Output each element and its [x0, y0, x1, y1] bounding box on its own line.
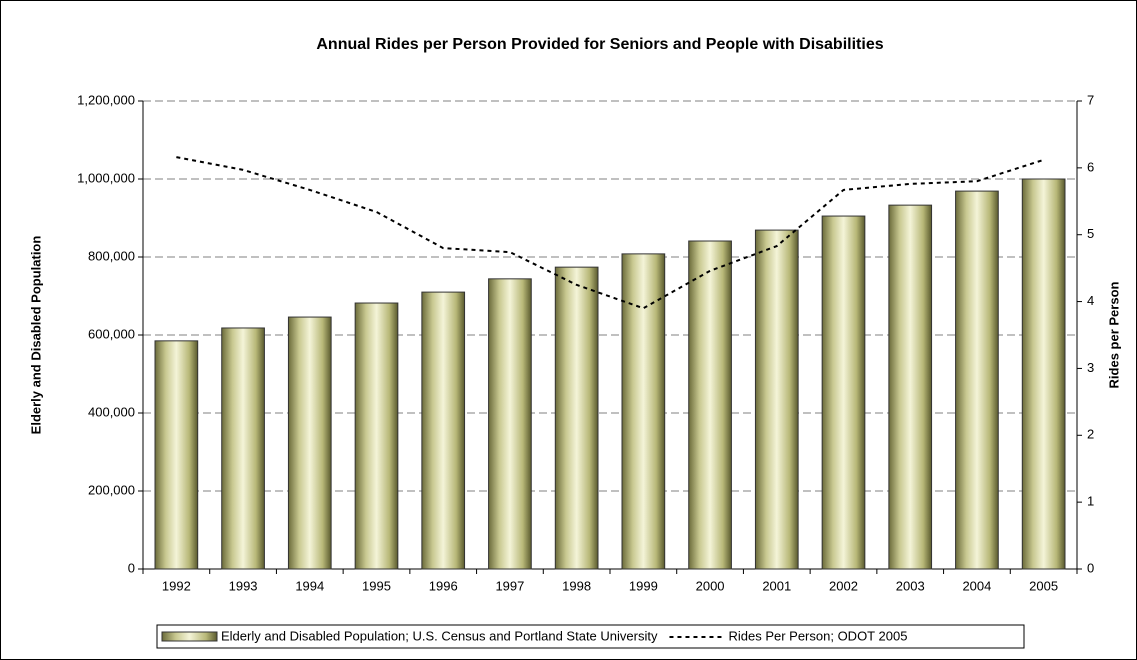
y2-tick-label: 5 [1087, 226, 1094, 241]
bar [354, 302, 399, 570]
bar [688, 240, 732, 570]
x-tick-label: 1995 [362, 578, 391, 593]
y-tick-label: 400,000 [88, 404, 135, 419]
bar [888, 204, 933, 570]
legend-box [156, 624, 1025, 649]
y2-axis-title: Rides per Person [1106, 281, 1121, 388]
x-tick-label: 1999 [629, 578, 658, 593]
bar [554, 266, 599, 570]
bar [821, 215, 866, 570]
x-tick-label: 2004 [962, 578, 991, 593]
y-tick-label: 200,000 [88, 482, 135, 497]
y-tick-label: 1,000,000 [77, 170, 135, 185]
x-tick-label: 2002 [829, 578, 858, 593]
y-tick-label: 600,000 [88, 326, 135, 341]
bar [955, 190, 999, 570]
x-tick-label: 1992 [162, 578, 191, 593]
bar [287, 316, 332, 570]
bar [754, 229, 799, 570]
legend-label: Rides Per Person; ODOT 2005 [728, 628, 907, 643]
bar [221, 327, 265, 570]
y2-tick-label: 3 [1087, 360, 1094, 375]
y2-tick-label: 6 [1087, 159, 1094, 174]
x-tick-label: 1998 [562, 578, 591, 593]
chart-title: Annual Rides per Person Provided for Sen… [316, 36, 883, 53]
x-tick-label: 1997 [495, 578, 524, 593]
legend-label: Elderly and Disabled Population; U.S. Ce… [221, 628, 658, 643]
x-tick-label: 2003 [896, 578, 925, 593]
y-tick-label: 800,000 [88, 248, 135, 263]
bar [1021, 178, 1066, 570]
x-tick-label: 2005 [1029, 578, 1058, 593]
x-tick-label: 1996 [429, 578, 458, 593]
y2-tick-label: 2 [1087, 427, 1094, 442]
x-tick-label: 2001 [762, 578, 791, 593]
bar [421, 291, 466, 570]
y2-tick-label: 7 [1087, 92, 1094, 107]
y2-tick-label: 4 [1087, 293, 1094, 308]
legend-swatch [161, 631, 218, 642]
y-tick-label: 0 [128, 560, 135, 575]
y-axis-title: Elderly and Disabled Population [28, 236, 43, 435]
x-tick-label: 1993 [229, 578, 258, 593]
y2-tick-label: 0 [1087, 560, 1094, 575]
y2-tick-label: 1 [1087, 494, 1094, 509]
bar [154, 340, 199, 570]
bar [488, 278, 532, 570]
line [176, 156, 1044, 310]
x-tick-label: 2000 [696, 578, 725, 593]
bar [621, 253, 666, 570]
x-tick-label: 1994 [295, 578, 324, 593]
y-tick-label: 1,200,000 [77, 92, 135, 107]
